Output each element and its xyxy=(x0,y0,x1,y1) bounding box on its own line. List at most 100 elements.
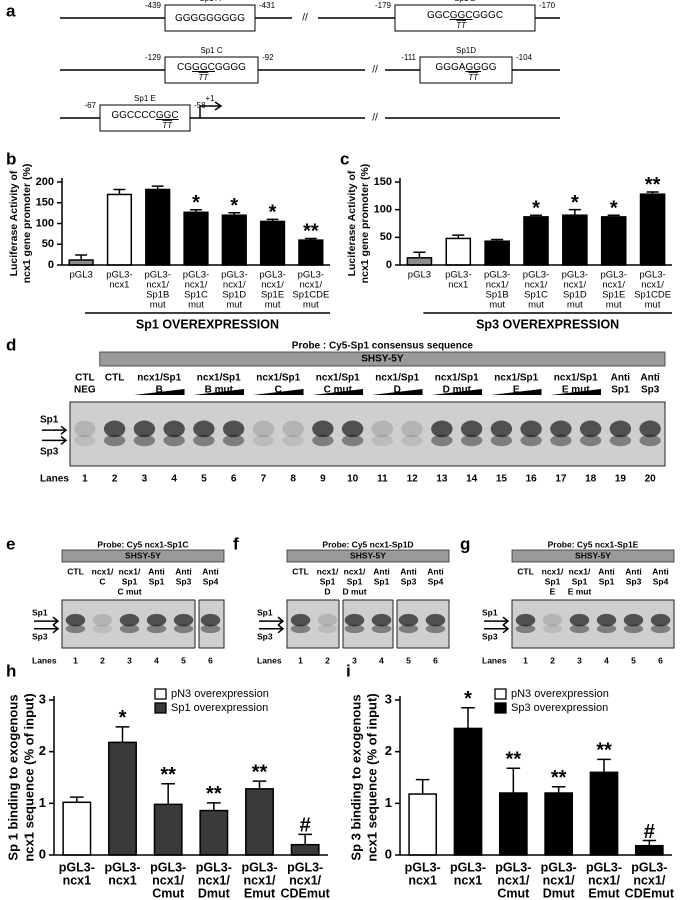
lane-header: Anti xyxy=(427,566,444,576)
x-tick-label: pGL3- xyxy=(145,270,171,281)
y-axis-label: ncx1 sequence (% of input) xyxy=(364,693,379,861)
lanes-label: Lanes xyxy=(257,655,282,665)
lane-header: Sp1 xyxy=(545,576,561,586)
significance: * xyxy=(269,202,277,224)
significance: ** xyxy=(596,740,612,762)
lane-number: 9 xyxy=(320,474,326,485)
x-tick-label: Sp1C xyxy=(184,290,208,301)
lane-header: C mut xyxy=(117,586,141,596)
error-bar xyxy=(413,251,426,258)
lane-header: NEG xyxy=(74,385,96,396)
break-mark: // xyxy=(372,65,378,76)
site-start: -129 xyxy=(145,53,162,62)
x-tick-label: Dmut xyxy=(198,886,231,900)
error-bar xyxy=(113,188,126,195)
mutation: TT xyxy=(468,73,479,82)
marker-label: Sp3 xyxy=(40,447,59,458)
site-box xyxy=(164,4,256,32)
significance: ** xyxy=(506,748,522,770)
lane-number: 6 xyxy=(231,474,237,485)
y-tick-label: 0 xyxy=(386,259,392,271)
x-tick-label: Cmut xyxy=(497,886,530,900)
gel-gap xyxy=(393,599,397,649)
x-tick-label: ncx1/ xyxy=(641,280,664,291)
panel-label: a xyxy=(6,1,16,20)
gel-band xyxy=(341,434,364,447)
bar xyxy=(600,216,627,266)
site-end: -104 xyxy=(516,53,533,62)
lane-number: 19 xyxy=(615,474,627,485)
x-tick-label: pGL3- xyxy=(405,860,441,874)
lane-header: Sp4 xyxy=(203,576,219,586)
site-start: -111 xyxy=(401,53,416,62)
gel-band xyxy=(490,434,513,447)
sequence-site: GGC xyxy=(192,62,215,73)
y-tick-label: 0 xyxy=(39,846,46,861)
x-tick-label: mut xyxy=(645,300,661,311)
marker-label: Sp1 xyxy=(40,415,59,426)
gel-band xyxy=(639,420,661,438)
x-tick-label: Sp1B xyxy=(486,290,509,301)
x-tick-label: mut xyxy=(188,300,204,311)
concentration-wedge xyxy=(371,389,423,395)
lane-number: 1 xyxy=(82,474,88,485)
lane-header: Sp3 xyxy=(401,576,417,586)
bar xyxy=(108,741,137,856)
bar xyxy=(106,193,133,266)
concentration-wedge xyxy=(431,389,483,395)
lane-header: Anti xyxy=(175,566,192,576)
significance: * xyxy=(230,195,238,217)
gel-band xyxy=(146,624,167,634)
site-end: -431 xyxy=(259,1,276,10)
sequence: GGCCCCGGC xyxy=(111,110,178,121)
sequence-before: CG xyxy=(177,62,192,73)
lane-header: ncx1/Sp1 xyxy=(494,373,538,384)
gel-band xyxy=(550,420,572,438)
x-tick-label: ncx1 xyxy=(454,873,483,887)
x-tick-label: pGL3- xyxy=(631,860,667,874)
lane-header: CTL xyxy=(517,566,534,576)
lane-number: 1 xyxy=(298,655,303,665)
x-tick-label: pGL3- xyxy=(196,860,232,874)
lane-header: ncx1/ xyxy=(92,566,114,576)
lane-number: 14 xyxy=(466,474,478,485)
x-tick-label: Dmut xyxy=(543,886,576,900)
lane-header: Anti xyxy=(625,566,642,576)
x-tick-label: pGL3- xyxy=(445,270,471,281)
legend-label: pN3 overexpression xyxy=(511,688,609,700)
error-bar xyxy=(415,778,430,795)
site-box xyxy=(99,104,191,132)
marker-label: Sp1 xyxy=(257,608,273,618)
lane-number: 2 xyxy=(550,655,555,665)
gel-band xyxy=(119,624,140,634)
gel-band xyxy=(650,613,671,627)
gel-band xyxy=(609,434,632,447)
gel-band xyxy=(200,613,221,627)
x-tick-label: Emut xyxy=(244,886,276,900)
probe-label: Probe: Cy5 ncx1-Sp1E xyxy=(548,539,639,549)
x-tick-label: Sp1CDE xyxy=(634,290,671,301)
gel-band xyxy=(92,613,113,627)
marker-arrow xyxy=(42,425,68,435)
lane-header: ncx1/Sp1 xyxy=(375,373,419,384)
x-tick-label: ncx1 xyxy=(108,873,137,887)
marker-arrow xyxy=(259,624,285,634)
bar xyxy=(562,214,588,266)
gel-band xyxy=(596,624,617,634)
bar xyxy=(183,211,209,266)
lane-number: 6 xyxy=(433,655,438,665)
lane-header: Sp1 xyxy=(122,576,138,586)
gel-band xyxy=(344,624,365,634)
error-bar xyxy=(115,726,130,743)
lane-header: ncx1/ xyxy=(317,566,339,576)
gel-band xyxy=(173,613,194,627)
lane-header: Anti xyxy=(652,566,669,576)
lane-header: D mut xyxy=(443,385,472,396)
lane-header: CTL xyxy=(105,373,124,384)
marker-arrow xyxy=(34,624,60,634)
bar xyxy=(634,844,664,856)
lane-header: CTL xyxy=(75,373,94,384)
x-tick-label: pGL3- xyxy=(523,270,549,281)
gel-band xyxy=(650,624,671,634)
gel-band xyxy=(425,624,446,634)
